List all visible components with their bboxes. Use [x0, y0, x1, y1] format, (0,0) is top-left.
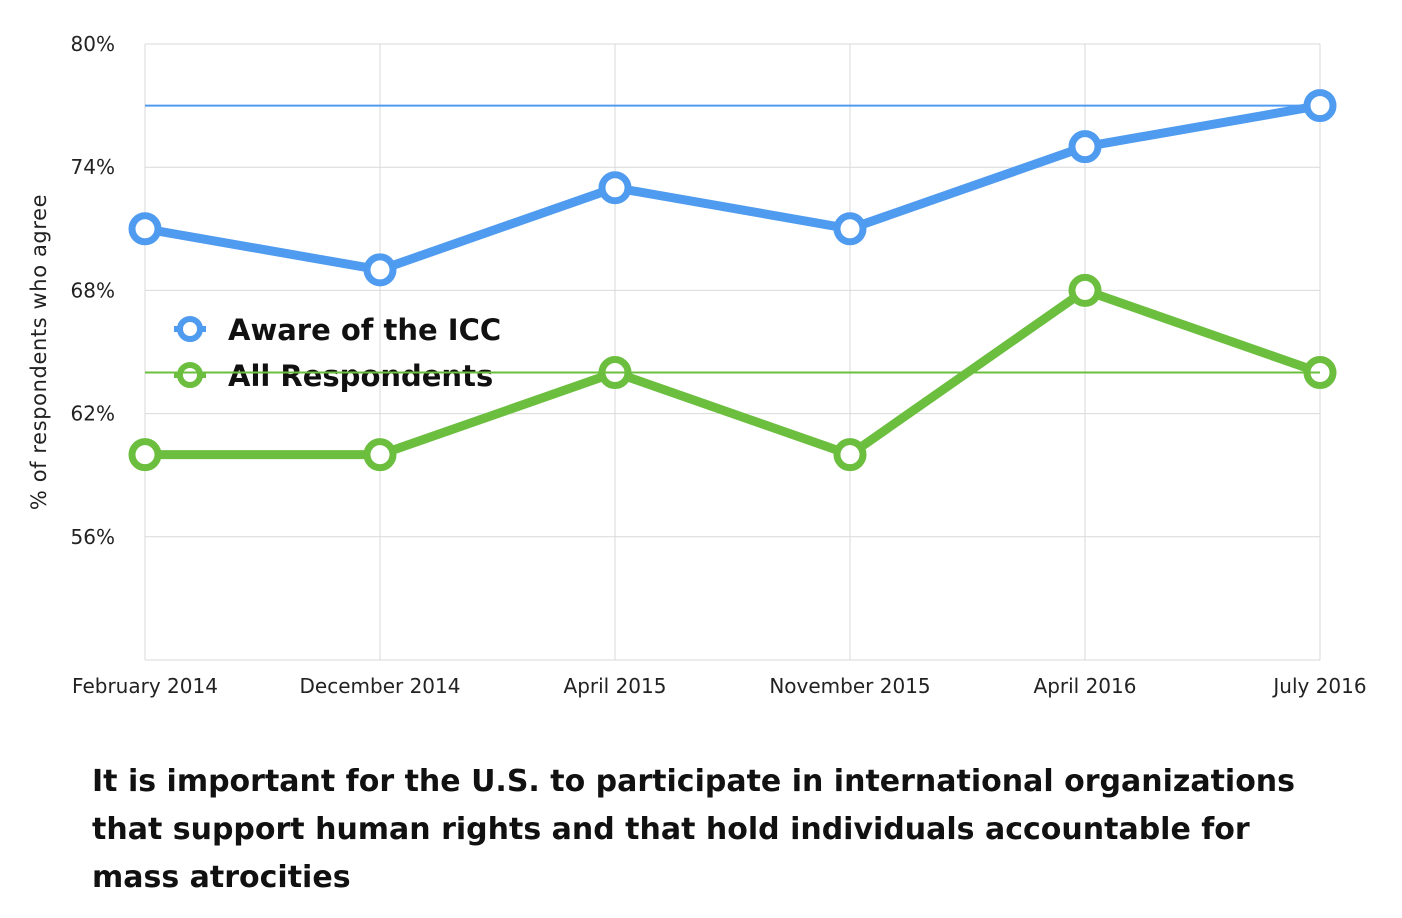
- series-0-point: [1303, 89, 1337, 123]
- x-tick-label: April 2016: [1034, 674, 1137, 698]
- chart-caption: It is important for the U.S. to particip…: [92, 764, 1296, 895]
- x-tick-label: November 2015: [769, 674, 930, 698]
- x-tick-label: February 2014: [72, 674, 218, 698]
- y-tick-label: 80%: [71, 32, 115, 56]
- x-axis-ticks: February 2014 December 2014 April 2015 Nove…: [72, 674, 1367, 698]
- y-tick-label: 56%: [71, 525, 115, 549]
- y-tick-label: 62%: [71, 402, 115, 426]
- series-0-point: [128, 212, 162, 246]
- legend-item-0: Aware of the ICC: [174, 313, 501, 347]
- y-tick-label: 74%: [71, 155, 115, 179]
- series-0-point: [833, 212, 867, 246]
- x-tick-label: July 2016: [1271, 674, 1366, 698]
- series-line-0: [140, 101, 1325, 275]
- series-1-point: [833, 438, 867, 472]
- legend-swatch-marker: [177, 316, 203, 342]
- grid: [144, 43, 1321, 661]
- series-1-point: [1068, 273, 1102, 307]
- legend-item-1: All Respondents: [174, 359, 493, 393]
- legend-label: All Respondents: [228, 359, 493, 393]
- series: [128, 89, 1337, 472]
- series-line-1: [140, 285, 1325, 460]
- x-tick-label: April 2015: [564, 674, 667, 698]
- series-0-point: [598, 171, 632, 205]
- legend-label: Aware of the ICC: [228, 313, 501, 347]
- y-tick-label: 68%: [71, 278, 115, 302]
- y-axis-ticks: 80% 74% 68% 62% 56%: [71, 32, 115, 549]
- series-0-point: [363, 253, 397, 287]
- y-axis-title: % of respondents who agree: [27, 194, 51, 510]
- legend-swatch-marker: [177, 362, 203, 388]
- series-1-point: [363, 438, 397, 472]
- x-tick-label: December 2014: [300, 674, 461, 698]
- legend: Aware of the ICC All Respondents: [145, 313, 1320, 393]
- series-1-point: [128, 438, 162, 472]
- series-0-point: [1068, 130, 1102, 164]
